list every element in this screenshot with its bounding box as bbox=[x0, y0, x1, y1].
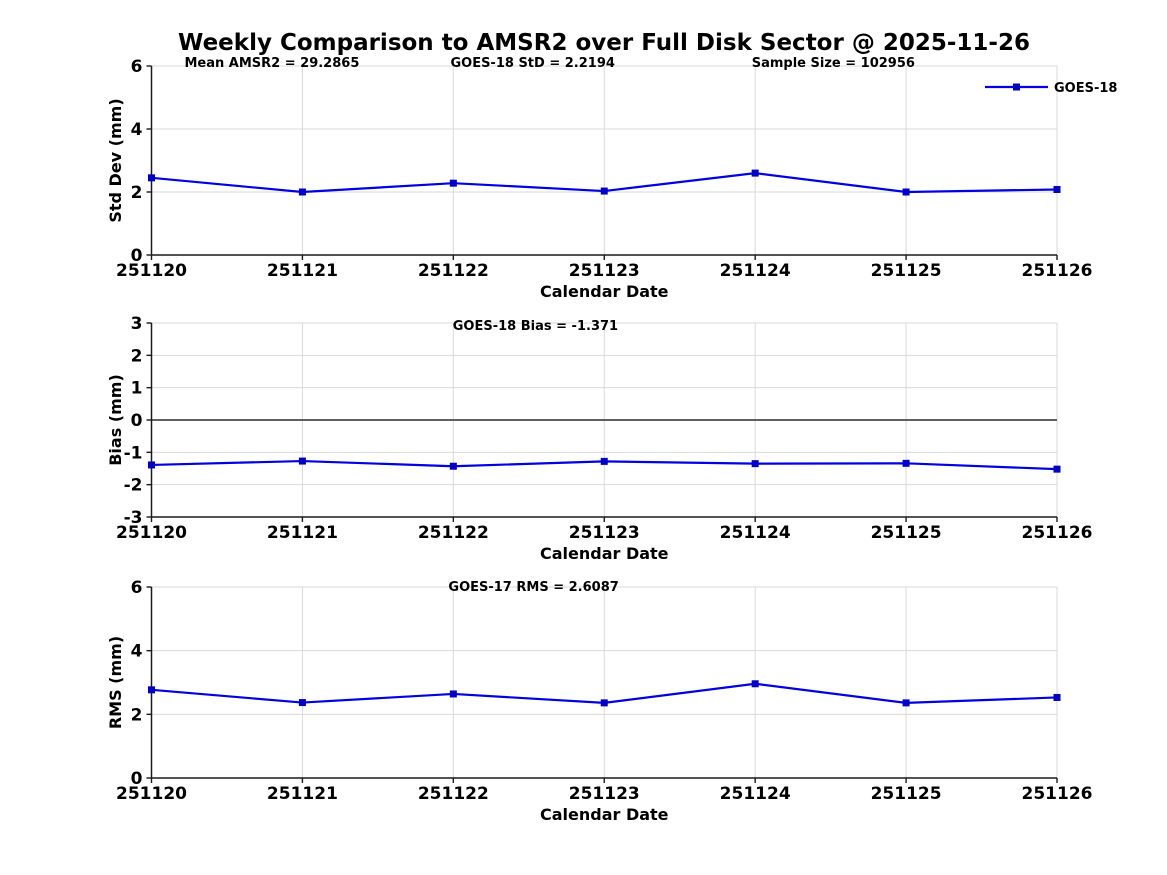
y-axis-label: RMS (mm) bbox=[106, 636, 125, 729]
y-tick-label: -1 bbox=[124, 443, 143, 463]
legend-marker bbox=[1013, 83, 1020, 91]
panel-annotation: GOES-17 RMS = 2.6087 bbox=[448, 580, 618, 595]
x-tick-label: 251126 bbox=[1022, 261, 1093, 281]
y-tick-label: 6 bbox=[131, 578, 143, 598]
data-point-marker bbox=[1053, 465, 1061, 473]
x-tick-label: 251125 bbox=[871, 784, 942, 804]
y-tick-label: 1 bbox=[131, 379, 143, 399]
data-point-marker bbox=[1053, 693, 1061, 701]
x-tick-label: 251121 bbox=[267, 523, 338, 543]
x-tick-label: 251122 bbox=[418, 784, 489, 804]
y-tick-label: 2 bbox=[131, 705, 143, 725]
data-point-marker bbox=[902, 459, 910, 467]
x-tick-label: 251123 bbox=[569, 784, 640, 804]
x-tick-label: 251126 bbox=[1022, 784, 1093, 804]
data-point-marker bbox=[751, 460, 759, 468]
y-tick-label: -2 bbox=[124, 476, 143, 496]
x-tick-label: 251124 bbox=[720, 784, 791, 804]
y-axis-label: Std Dev (mm) bbox=[106, 98, 125, 222]
x-tick-label: 251126 bbox=[1022, 523, 1093, 543]
y-tick-label: 2 bbox=[131, 183, 143, 203]
data-point-marker bbox=[600, 187, 608, 195]
data-point-marker bbox=[449, 462, 457, 470]
data-point-marker bbox=[449, 179, 457, 187]
x-tick-label: 251121 bbox=[267, 784, 338, 804]
data-point-marker bbox=[902, 188, 910, 196]
panel-annotation: GOES-18 StD = 2.2194 bbox=[450, 56, 614, 71]
y-tick-label: 6 bbox=[131, 57, 143, 77]
x-tick-label: 251125 bbox=[871, 261, 942, 281]
x-tick-label: 251124 bbox=[720, 261, 791, 281]
y-tick-label: 0 bbox=[131, 769, 143, 789]
x-tick-label: 251124 bbox=[720, 523, 791, 543]
data-point-marker bbox=[148, 686, 155, 694]
x-tick-label: 251120 bbox=[116, 523, 187, 543]
y-tick-label: -3 bbox=[124, 508, 143, 528]
y-tick-label: 0 bbox=[131, 411, 143, 431]
panel-annotation: Mean AMSR2 = 29.2865 bbox=[184, 56, 359, 71]
data-point-marker bbox=[148, 174, 155, 182]
data-point-marker bbox=[449, 690, 457, 698]
x-tick-label: 251120 bbox=[116, 261, 187, 281]
chart-title: Weekly Comparison to AMSR2 over Full Dis… bbox=[178, 30, 1030, 56]
y-tick-label: 4 bbox=[131, 120, 143, 140]
x-tick-label: 251120 bbox=[116, 784, 187, 804]
legend-label: GOES-18 bbox=[1054, 81, 1117, 96]
y-tick-label: 3 bbox=[131, 314, 143, 334]
x-tick-label: 251122 bbox=[418, 261, 489, 281]
x-tick-label: 251122 bbox=[418, 523, 489, 543]
data-point-marker bbox=[751, 680, 759, 688]
x-axis-label: Calendar Date bbox=[540, 805, 669, 824]
x-tick-label: 251125 bbox=[871, 523, 942, 543]
data-point-marker bbox=[298, 457, 306, 465]
data-point-marker bbox=[600, 699, 608, 707]
data-point-marker bbox=[902, 699, 910, 707]
y-tick-label: 4 bbox=[131, 642, 143, 662]
x-tick-label: 251123 bbox=[569, 523, 640, 543]
y-axis-label: Bias (mm) bbox=[106, 374, 125, 466]
x-tick-label: 251123 bbox=[569, 261, 640, 281]
y-tick-label: 2 bbox=[131, 346, 143, 366]
x-axis-label: Calendar Date bbox=[540, 544, 669, 563]
x-tick-label: 251121 bbox=[267, 261, 338, 281]
data-point-marker bbox=[298, 188, 306, 196]
panel-annotation: Sample Size = 102956 bbox=[752, 56, 915, 71]
y-tick-label: 0 bbox=[131, 246, 143, 266]
data-point-marker bbox=[600, 457, 608, 465]
data-point-marker bbox=[751, 169, 759, 177]
data-point-marker bbox=[1053, 185, 1061, 193]
panel-annotation: GOES-18 Bias = -1.371 bbox=[453, 319, 618, 334]
x-axis-label: Calendar Date bbox=[540, 282, 669, 301]
data-point-marker bbox=[148, 461, 155, 469]
data-point-marker bbox=[298, 699, 306, 707]
